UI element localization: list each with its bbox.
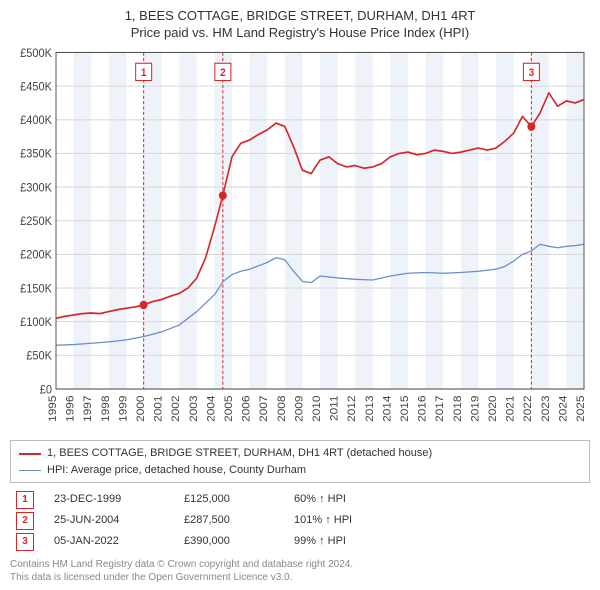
sale-row: 1 23-DEC-1999 £125,000 60% ↑ HPI (10, 489, 590, 510)
svg-text:2001: 2001 (153, 395, 165, 421)
legend-swatch (19, 453, 41, 455)
svg-text:2021: 2021 (505, 395, 517, 421)
sales-table: 1 23-DEC-1999 £125,000 60% ↑ HPI 2 25-JUN-200… (10, 489, 590, 552)
sale-date: 05-JAN-2022 (54, 531, 164, 552)
svg-text:£250K: £250K (20, 216, 52, 228)
svg-text:1999: 1999 (118, 395, 130, 421)
svg-text:2025: 2025 (575, 395, 587, 421)
legend-swatch (19, 470, 41, 471)
sale-badge: 2 (16, 512, 34, 530)
svg-text:2016: 2016 (417, 395, 429, 421)
svg-text:2019: 2019 (470, 395, 482, 421)
svg-text:2008: 2008 (276, 395, 288, 421)
svg-text:2010: 2010 (311, 395, 323, 421)
svg-text:1997: 1997 (83, 395, 95, 421)
legend-row: HPI: Average price, detached house, Coun… (19, 462, 581, 479)
svg-text:2022: 2022 (523, 395, 535, 421)
footer-line-2: This data is licensed under the Open Gov… (10, 571, 590, 584)
svg-text:1: 1 (141, 68, 147, 79)
sale-row: 3 05-JAN-2022 £390,000 99% ↑ HPI (10, 531, 590, 552)
svg-text:£300K: £300K (20, 182, 52, 194)
svg-text:2004: 2004 (206, 395, 218, 422)
svg-text:£50K: £50K (26, 350, 52, 362)
sale-badge: 1 (16, 491, 34, 509)
legend-label: HPI: Average price, detached house, Coun… (47, 462, 306, 479)
sale-price: £125,000 (184, 489, 274, 510)
sale-price: £390,000 (184, 531, 274, 552)
svg-text:2013: 2013 (364, 395, 376, 421)
svg-text:2014: 2014 (382, 395, 394, 422)
svg-text:2005: 2005 (223, 395, 235, 421)
legend-box: 1, BEES COTTAGE, BRIDGE STREET, DURHAM, … (10, 440, 590, 483)
svg-text:2000: 2000 (135, 395, 147, 421)
footer-line-1: Contains HM Land Registry data © Crown c… (10, 558, 590, 571)
svg-text:£200K: £200K (20, 249, 52, 261)
svg-text:£150K: £150K (20, 283, 52, 295)
sale-pct: 101% ↑ HPI (294, 510, 352, 531)
svg-text:2003: 2003 (188, 395, 200, 421)
svg-text:2023: 2023 (540, 395, 552, 421)
svg-text:£500K: £500K (20, 47, 52, 59)
svg-text:2006: 2006 (241, 395, 253, 421)
legend-row: 1, BEES COTTAGE, BRIDGE STREET, DURHAM, … (19, 445, 581, 462)
sale-date: 25-JUN-2004 (54, 510, 164, 531)
sale-price: £287,500 (184, 510, 274, 531)
footer: Contains HM Land Registry data © Crown c… (10, 558, 590, 584)
svg-text:1995: 1995 (47, 395, 59, 421)
svg-text:2: 2 (220, 68, 226, 79)
svg-text:2017: 2017 (435, 395, 447, 421)
sale-date: 23-DEC-1999 (54, 489, 164, 510)
chart-title: 1, BEES COTTAGE, BRIDGE STREET, DURHAM, … (10, 8, 590, 23)
svg-text:2009: 2009 (294, 395, 306, 421)
svg-text:£350K: £350K (20, 148, 52, 160)
sale-pct: 99% ↑ HPI (294, 531, 346, 552)
svg-text:1998: 1998 (100, 395, 112, 421)
chart-area: £0£50K£100K£150K£200K£250K£300K£350K£400… (10, 46, 590, 434)
chart-subtitle: Price paid vs. HM Land Registry's House … (10, 25, 590, 40)
svg-text:2015: 2015 (399, 395, 411, 421)
svg-text:2012: 2012 (347, 395, 359, 421)
svg-text:3: 3 (529, 68, 535, 79)
svg-text:2007: 2007 (259, 395, 271, 421)
sale-badge: 3 (16, 533, 34, 551)
svg-text:£100K: £100K (20, 317, 52, 329)
sale-row: 2 25-JUN-2004 £287,500 101% ↑ HPI (10, 510, 590, 531)
svg-text:1996: 1996 (65, 395, 77, 421)
svg-text:£400K: £400K (20, 115, 52, 127)
svg-text:£450K: £450K (20, 81, 52, 93)
svg-text:2018: 2018 (452, 395, 464, 421)
svg-text:2011: 2011 (329, 395, 341, 421)
legend-label: 1, BEES COTTAGE, BRIDGE STREET, DURHAM, … (47, 445, 432, 462)
svg-text:2020: 2020 (487, 395, 499, 421)
svg-text:2024: 2024 (558, 395, 570, 422)
svg-text:2002: 2002 (171, 395, 183, 421)
sale-pct: 60% ↑ HPI (294, 489, 346, 510)
chart-svg: £0£50K£100K£150K£200K£250K£300K£350K£400… (10, 46, 590, 434)
